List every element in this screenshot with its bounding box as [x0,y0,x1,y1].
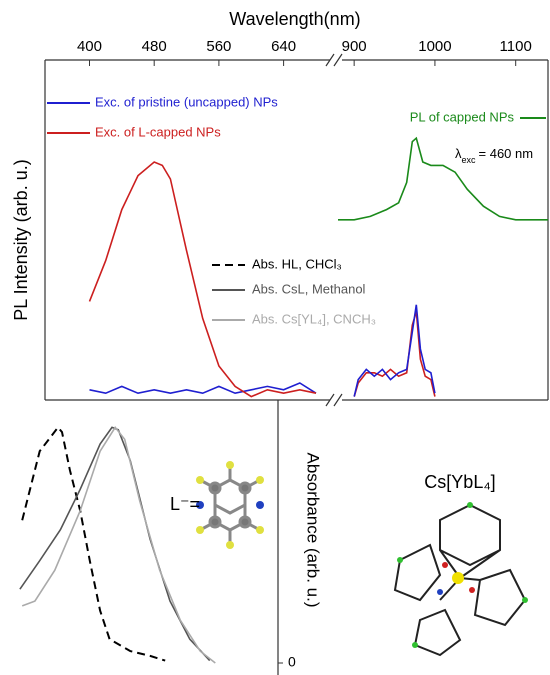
x-tick-label: 1100 [500,38,532,55]
legend-label: PL of capped NPs [410,109,515,124]
annotation: λexc= 460 nm [455,146,533,165]
y-axis-title: PL Intensity (arb. u.) [11,159,31,320]
molecule-label: L⁻= [170,494,200,514]
series-line [90,383,317,393]
annotation-text: = 460 nm [479,146,534,161]
annotation-subscript: exc [462,155,477,165]
x-tick-label: 640 [271,38,296,55]
molecule-l [196,461,264,549]
x-tick-label: 560 [206,38,231,55]
molecule-cs-ybl4 [395,502,528,655]
x-tick-label: 1000 [418,38,451,55]
legend-label: Exc. of L-capped NPs [95,124,221,139]
x-tick-label: 400 [77,38,102,55]
y-tick-label: 0 [288,654,296,670]
series-line [20,427,210,660]
legend-label: Exc. of pristine (uncapped) NPs [95,94,278,109]
legend-label: Abs. HL, CHCl₃ [252,256,342,271]
series-line [22,427,165,660]
molecule-label: Cs[YbL₄] [424,472,495,492]
series-line [22,427,215,663]
series-line [90,162,317,397]
x-tick-label: 480 [142,38,167,55]
x-tick-label: 900 [342,38,367,55]
legend-label: Abs. Cs[YL₄], CNCH₃ [252,311,376,326]
axes-frame [45,54,548,675]
y-axis-title: Absorbance (arb. u.) [304,453,323,608]
x-axis-title: Wavelength(nm) [229,9,360,29]
legend-label: Abs. CsL, Methanol [252,281,366,296]
figure: 400 480 560 640 Exc. of pristine (uncapped) … [0,0,550,675]
